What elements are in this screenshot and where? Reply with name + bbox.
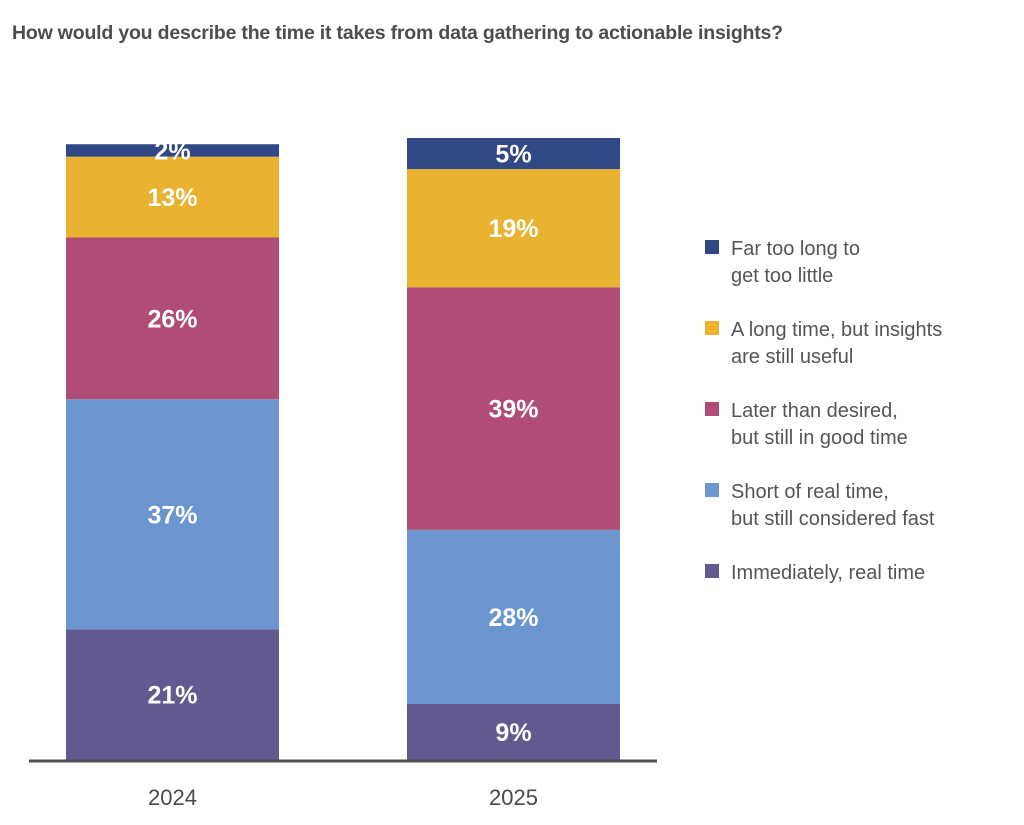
legend-label: Far too long to get too little (731, 238, 860, 287)
data-label-2025-3: 19% (488, 215, 538, 243)
bar-segment-2025-0 (407, 704, 620, 760)
legend-swatch-icon (705, 483, 719, 497)
legend-swatch-icon (705, 402, 719, 416)
legend-item: Short of real time, but still considered… (705, 479, 1015, 560)
bar-segment-2025-4 (407, 138, 620, 170)
bar-segment-2025-3 (407, 169, 620, 288)
chart-title: How would you describe the time it takes… (12, 22, 783, 44)
legend-label: Immediately, real time (731, 562, 926, 584)
legend-item: Later than desired, but still in good ti… (705, 398, 1015, 479)
bar-segment-2024-0 (66, 629, 279, 760)
legend-item: Immediately, real time (705, 560, 1015, 641)
data-label-2024-3: 13% (147, 184, 197, 212)
x-tick-label-2024: 2024 (148, 785, 197, 810)
legend-item: A long time, but insights are still usef… (705, 317, 1015, 398)
legend-swatch-icon (705, 240, 719, 254)
legend: Far too long to get too little A long tim… (705, 236, 1015, 641)
segment-labels-group: 21% 37% 26% 13% 2% 9% 28% 39% 19% 5% (147, 137, 538, 747)
legend-label: A long time, but insights are still usef… (731, 319, 943, 368)
bar-segment-2024-1 (66, 399, 279, 630)
data-label-2025-4: 5% (495, 141, 531, 169)
x-tick-labels: 2024 2025 (148, 785, 538, 810)
data-label-2025-0: 9% (495, 719, 531, 747)
legend-swatch-icon (705, 564, 719, 578)
data-label-2024-2: 26% (147, 305, 197, 333)
data-label-2024-0: 21% (147, 682, 197, 710)
bar-segment-2024-3 (66, 156, 279, 238)
legend-label: Short of real time, but still considered… (731, 481, 935, 530)
bar-segment-2024-4 (66, 144, 279, 157)
legend-label: Later than desired, but still in good ti… (731, 400, 908, 449)
data-label-2024-1: 37% (147, 501, 197, 529)
data-label-2025-2: 39% (488, 396, 538, 424)
data-label-2024-4: 2% (154, 137, 190, 165)
data-label-2025-1: 28% (488, 604, 538, 632)
x-tick-label-2025: 2025 (489, 785, 538, 810)
legend-swatch-icon (705, 321, 719, 335)
bars-group (66, 138, 620, 760)
bar-segment-2024-2 (66, 237, 279, 400)
bar-segment-2025-1 (407, 529, 620, 705)
bar-segment-2025-2 (407, 287, 620, 530)
legend-item: Far too long to get too little (705, 236, 1015, 317)
